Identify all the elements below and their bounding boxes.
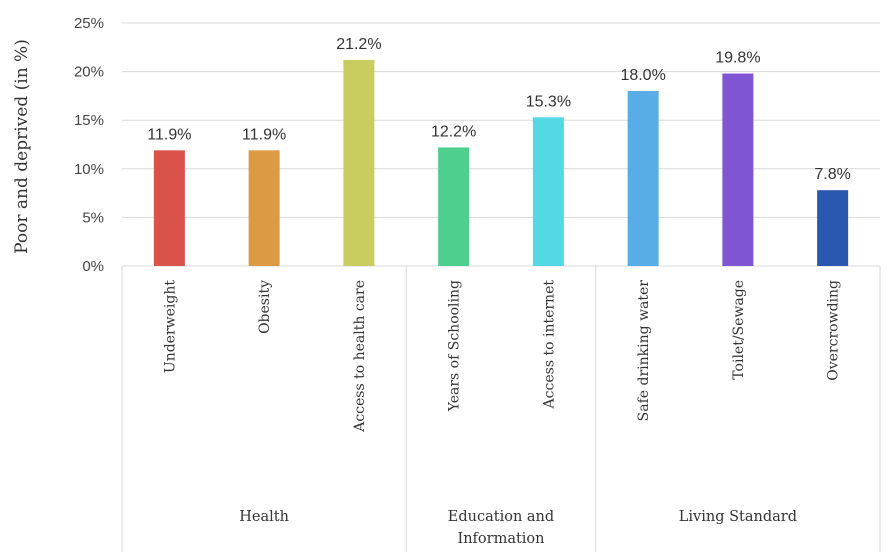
category-label: Years of Schooling [447,280,463,412]
y-tick-label: 0% [82,258,104,275]
category-label: Access to health care [352,280,368,433]
bar [153,150,185,266]
y-tick-label: 10% [74,161,104,178]
bar [532,117,564,266]
data-label: 15.3% [526,93,571,110]
data-label: 11.9% [242,126,286,143]
bar [627,91,659,266]
bar [722,73,754,266]
bar [817,190,849,266]
y-tick-label: 20% [74,64,104,81]
data-label: 12.2% [431,123,476,140]
group-label: Health [239,509,289,525]
y-axis-label: Poor and deprived (in %) [12,39,32,254]
category-label: Overcrowding [826,280,842,381]
group-label: Information [457,531,544,547]
category-label: Underweight [162,280,178,373]
bar [343,59,375,266]
category-label: Toilet/Sewage [731,280,747,380]
y-tick-label: 5% [82,209,104,226]
category-label: Access to internet [541,280,557,410]
data-label: 7.8% [814,166,850,183]
y-tick-label: 15% [74,112,104,129]
category-label: Safe drinking water [636,280,652,422]
data-label: 18.0% [620,67,665,84]
data-label: 11.9% [147,126,191,143]
group-label: Living Standard [679,509,797,525]
data-label: 21.2% [336,36,381,53]
bar [438,147,470,266]
y-tick-label: 25% [74,15,104,32]
category-label: Obesity [257,280,273,334]
bar [248,150,280,266]
data-label: 19.8% [715,50,760,67]
group-label: Education and [448,509,554,525]
